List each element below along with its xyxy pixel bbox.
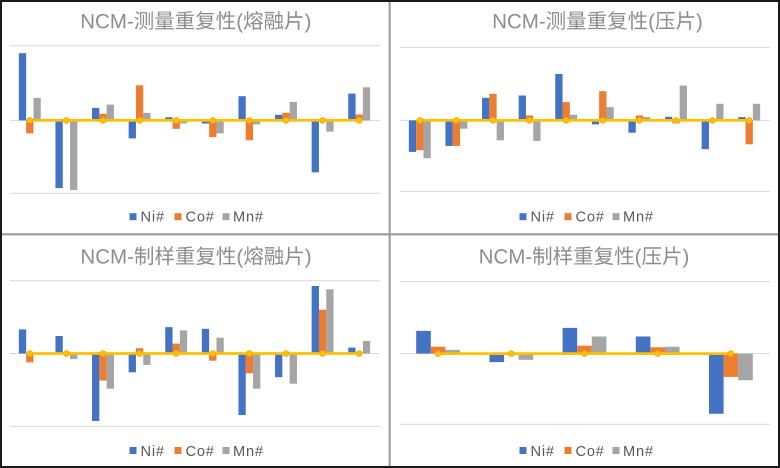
svg-text:Ni#: Ni#: [141, 444, 165, 460]
svg-text:Mn#: Mn#: [623, 209, 654, 225]
svg-text:Co#: Co#: [186, 209, 215, 225]
svg-text:Co#: Co#: [576, 444, 605, 460]
svg-text:Co#: Co#: [576, 209, 605, 225]
svg-text:Mn#: Mn#: [233, 444, 264, 460]
svg-text:Ni#: Ni#: [141, 209, 165, 225]
svg-text:Ni#: Ni#: [531, 444, 555, 460]
svg-text:Ni#: Ni#: [531, 209, 555, 225]
svg-text:Mn#: Mn#: [623, 444, 654, 460]
svg-text:Mn#: Mn#: [233, 209, 264, 225]
svg-text:Co#: Co#: [186, 444, 215, 460]
